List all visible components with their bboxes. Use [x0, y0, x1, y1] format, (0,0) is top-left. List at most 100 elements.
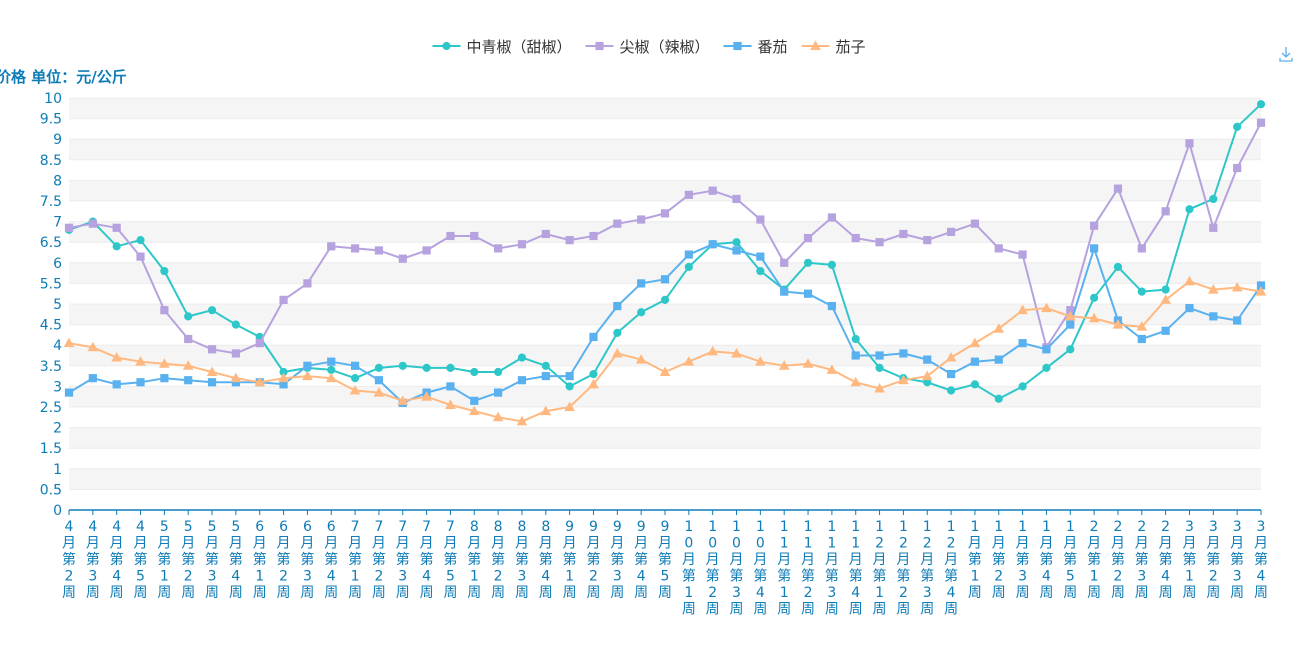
- data-point: [112, 242, 121, 251]
- data-point: [1207, 284, 1219, 294]
- data-point: [540, 405, 552, 416]
- data-point: [207, 378, 217, 387]
- data-point: [946, 227, 956, 237]
- y-tick-label: 9: [53, 132, 62, 148]
- data-point: [1185, 139, 1194, 148]
- data-point: [802, 358, 814, 368]
- x-tick-label: 5 月第 2 周: [181, 519, 195, 601]
- data-point: [875, 238, 884, 247]
- y-tick-label: 1: [53, 462, 62, 478]
- x-tick-label: 3 月第 2 周: [1206, 519, 1220, 601]
- data-point: [63, 337, 75, 348]
- data-point: [231, 320, 240, 329]
- legend-label: 尖椒（辣椒）: [620, 38, 710, 56]
- x-tick-label: 1 2 月第 3 周: [920, 519, 934, 618]
- data-point: [1256, 118, 1266, 127]
- legend-item-2[interactable]: 番茄: [723, 38, 788, 56]
- data-point: [635, 354, 647, 364]
- data-point: [494, 367, 503, 377]
- download-icon[interactable]: [1277, 44, 1295, 64]
- grid-layer: [69, 97, 1261, 511]
- x-tick-label: 1 月第 1 周: [968, 519, 982, 601]
- data-point: [875, 351, 884, 360]
- data-point: [756, 215, 765, 224]
- data-point: [470, 231, 479, 241]
- data-point: [373, 387, 385, 397]
- series-1: [64, 118, 1266, 358]
- x-tick-label: 6 月第 3 周: [300, 519, 314, 601]
- data-point: [135, 356, 146, 366]
- data-point: [684, 190, 693, 199]
- x-tick-label: 7 月第 5 周: [443, 519, 457, 601]
- data-point: [945, 352, 957, 362]
- series-layer: [63, 100, 1267, 426]
- grid-band: [69, 468, 1261, 490]
- y-tick-label: 2: [53, 421, 62, 437]
- data-point: [1233, 316, 1242, 325]
- data-point: [184, 376, 193, 385]
- legend-item-0[interactable]: 中青椒（甜椒）: [432, 38, 572, 56]
- data-point: [565, 372, 574, 381]
- legend-item-1[interactable]: 尖椒（辣椒）: [585, 38, 710, 56]
- data-point: [1136, 321, 1148, 331]
- data-point: [826, 364, 838, 374]
- x-tick-label: 8 月第 4 周: [539, 519, 553, 601]
- data-point: [660, 209, 670, 218]
- grid-band: [69, 221, 1261, 243]
- x-tick-label: 2 月第 1 周: [1087, 519, 1101, 601]
- data-point: [516, 415, 528, 426]
- y-tick-label: 9.5: [40, 112, 62, 128]
- data-point: [803, 233, 813, 243]
- data-point: [1209, 312, 1218, 321]
- data-point: [468, 405, 480, 416]
- data-point: [803, 289, 813, 298]
- y-tick-label: 2.5: [40, 400, 62, 416]
- x-tick-label: 1 月第 2 周: [992, 519, 1006, 601]
- data-point: [756, 266, 765, 276]
- y-tick-label: 6.5: [40, 235, 62, 251]
- data-point: [994, 244, 1003, 253]
- data-point: [1018, 382, 1027, 391]
- x-tick-label: 3 月第 4 周: [1254, 519, 1268, 601]
- x-tick-label: 8 月第 2 周: [491, 519, 505, 601]
- data-point: [517, 376, 527, 385]
- legend[interactable]: 中青椒（甜椒） 尖椒（辣椒） 番茄 茄子: [432, 38, 866, 56]
- legend-item-3[interactable]: 茄子: [801, 38, 866, 56]
- grid-band: [69, 386, 1261, 407]
- data-point: [327, 357, 336, 366]
- x-tick-label: 1 2 月第 4 周: [944, 519, 958, 618]
- data-point: [374, 246, 384, 255]
- data-point: [637, 308, 646, 317]
- data-point: [517, 240, 527, 249]
- data-point: [112, 380, 121, 389]
- data-point: [1255, 286, 1267, 296]
- x-tick-label: 7 月第 1 周: [348, 519, 362, 601]
- x-tick-label: 9 月第 4 周: [634, 519, 648, 601]
- data-point: [184, 312, 193, 321]
- grid-band: [69, 304, 1261, 325]
- y-tick-label: 4: [53, 338, 62, 354]
- data-point: [541, 229, 550, 239]
- data-point: [660, 295, 670, 304]
- data-point: [517, 353, 527, 362]
- legend-label: 茄子: [836, 38, 866, 56]
- x-tick-label: 7 月第 3 周: [396, 519, 410, 601]
- data-point: [64, 223, 74, 232]
- x-tick-label: 7 月第 2 周: [372, 519, 386, 601]
- data-point: [207, 306, 217, 315]
- data-point: [708, 240, 717, 249]
- data-point: [565, 236, 574, 245]
- x-tick-label: 1 1 月第 3 周: [825, 519, 839, 618]
- x-tick-label: 1 1 月第 4 周: [849, 519, 863, 618]
- data-point: [184, 334, 193, 344]
- x-tick-label: 4 月第 4 周: [110, 519, 124, 601]
- x-tick-label: 4 月第 2 周: [62, 519, 76, 601]
- data-point: [899, 229, 908, 239]
- data-point: [1088, 312, 1100, 323]
- data-point: [1137, 334, 1146, 344]
- data-point: [1209, 194, 1218, 204]
- x-tick-label: 5 月第 1 周: [157, 519, 171, 601]
- data-point: [446, 382, 455, 391]
- data-point: [923, 355, 932, 364]
- data-point: [969, 337, 981, 348]
